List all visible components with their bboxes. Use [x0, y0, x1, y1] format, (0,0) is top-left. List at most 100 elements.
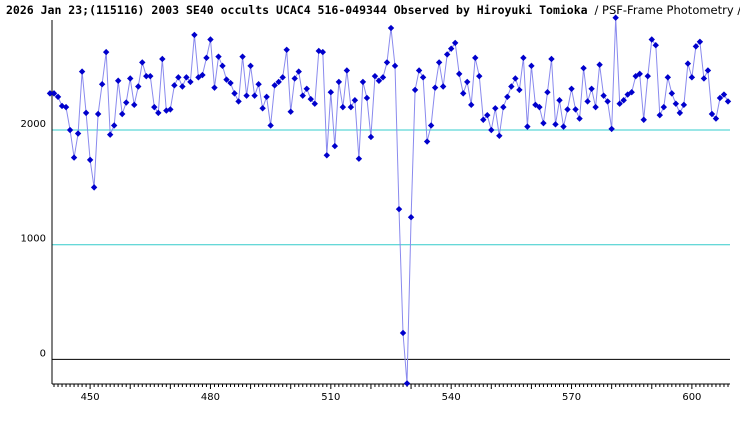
- data-point: [540, 119, 547, 127]
- series-line: [50, 17, 729, 384]
- data-point: [355, 155, 363, 162]
- axes: [51, 20, 730, 389]
- data-point: [283, 46, 290, 54]
- data-point: [147, 72, 154, 80]
- data-point: [708, 110, 716, 118]
- data-point: [720, 91, 728, 98]
- x-tick-label-570: 570: [562, 392, 581, 403]
- data-point: [323, 152, 331, 159]
- data-point: [135, 83, 142, 90]
- data-point: [592, 103, 599, 111]
- data-point: [243, 92, 250, 99]
- data-point: [620, 97, 627, 104]
- data-point: [86, 156, 94, 164]
- data-point: [367, 133, 375, 141]
- chart-title-text: 2026 Jan 23;(115116) 2003 SE40 occults U…: [6, 3, 588, 17]
- chart-title: 2026 Jan 23;(115116) 2003 SE40 occults U…: [6, 3, 740, 17]
- series-polyline: [50, 17, 729, 384]
- data-point: [215, 53, 222, 60]
- data-point: [123, 99, 130, 106]
- data-point: [223, 76, 230, 83]
- data-point: [588, 85, 595, 92]
- data-point: [403, 380, 411, 387]
- data-point: [54, 93, 62, 101]
- x-tick-label-600: 600: [682, 392, 701, 403]
- y-tick-label-0: 0: [40, 348, 46, 359]
- data-point: [259, 105, 266, 112]
- data-point: [596, 61, 603, 68]
- data-point: [411, 86, 419, 94]
- data-point: [528, 62, 535, 70]
- data-point: [704, 67, 712, 74]
- data-point: [94, 110, 102, 118]
- data-point: [383, 59, 391, 66]
- data-point: [375, 77, 383, 84]
- data-point: [572, 106, 579, 113]
- data-point: [255, 81, 262, 88]
- x-tick-label-450: 450: [81, 392, 100, 403]
- data-point: [311, 100, 318, 107]
- data-point: [175, 74, 182, 81]
- data-point: [207, 36, 214, 43]
- data-point: [451, 39, 459, 47]
- data-point: [139, 59, 146, 66]
- data-point: [500, 103, 507, 111]
- data-point: [119, 110, 126, 118]
- data-point: [415, 67, 423, 74]
- data-point: [363, 94, 371, 102]
- data-point: [435, 59, 443, 66]
- data-point: [464, 78, 471, 86]
- data-point: [480, 116, 487, 123]
- data-point: [183, 74, 190, 81]
- data-point: [668, 90, 676, 97]
- data-point: [359, 78, 367, 86]
- data-point: [660, 103, 668, 111]
- data-point: [544, 89, 551, 96]
- data-point: [472, 54, 479, 62]
- data-point: [391, 62, 399, 70]
- data-point: [387, 24, 395, 32]
- data-point: [203, 54, 210, 62]
- data-point: [295, 68, 302, 75]
- data-point: [712, 115, 720, 122]
- data-point: [439, 83, 447, 90]
- x-tick-label-510: 510: [321, 392, 340, 403]
- data-point: [327, 89, 335, 96]
- data-point: [110, 122, 118, 129]
- data-point: [399, 329, 407, 337]
- data-point: [508, 83, 515, 90]
- reference-lines: [52, 129, 730, 360]
- data-point: [231, 90, 238, 97]
- data-point: [211, 84, 218, 91]
- data-point: [488, 126, 495, 134]
- data-point: [576, 115, 583, 122]
- data-point: [239, 53, 246, 60]
- data-point: [604, 98, 611, 105]
- data-point: [504, 93, 511, 101]
- data-point: [427, 122, 435, 129]
- data-point: [652, 42, 659, 49]
- data-point: [696, 38, 704, 45]
- data-point: [407, 213, 415, 221]
- data-point: [187, 78, 194, 86]
- data-point: [351, 97, 359, 104]
- x-tick-label-480: 480: [201, 392, 220, 403]
- data-point: [219, 62, 226, 70]
- data-point: [74, 130, 82, 137]
- data-point: [195, 74, 202, 81]
- data-point: [524, 123, 531, 130]
- data-point: [291, 75, 298, 82]
- data-point: [484, 111, 491, 119]
- data-point: [271, 82, 278, 89]
- data-point: [680, 101, 688, 109]
- data-point: [267, 122, 274, 129]
- data-point: [564, 106, 571, 113]
- data-point: [299, 92, 306, 99]
- data-point: [247, 62, 254, 70]
- data-point: [656, 111, 663, 119]
- data-point: [636, 70, 643, 78]
- data-point: [227, 79, 234, 87]
- data-point: [644, 72, 651, 80]
- data-point: [347, 103, 355, 111]
- data-point: [476, 72, 483, 80]
